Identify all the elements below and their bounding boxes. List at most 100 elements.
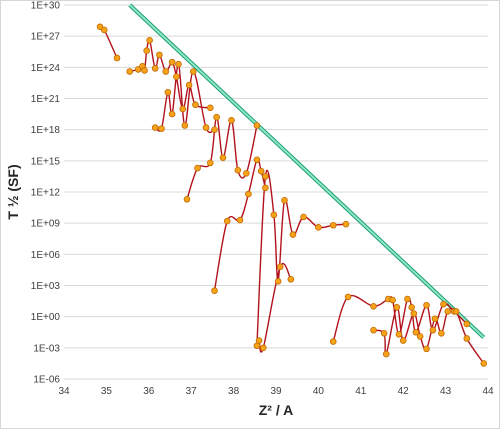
data-point [370,326,377,334]
y-tick-label: 1E+27 [31,32,61,43]
data-point [423,301,430,309]
data-point [404,295,411,303]
data-point [410,310,418,317]
data-point [342,220,350,228]
data-point [206,104,214,112]
data-point [276,263,284,271]
y-tick-labels: 1E-06 1E-03 1E+00 1E+03 1E+06 1E+09 1E+12 1E+15… [31,1,61,386]
data-point [315,224,322,231]
data-point [480,360,488,367]
data-point [253,122,261,129]
series-markers [96,23,488,367]
data-point [444,308,452,315]
y-tick-label: 1E-06 [33,375,60,386]
data-point [213,113,220,121]
data-point [429,326,437,334]
x-tick-label: 39 [270,386,282,397]
data-point [270,211,278,219]
data-point [175,60,182,68]
series-line [258,262,292,353]
data-point [126,68,134,75]
data-point [287,275,295,283]
data-point [156,51,163,59]
data-point [143,47,150,55]
data-point [219,154,227,162]
data-point [190,68,197,75]
data-point [202,124,210,131]
data-point [194,164,201,172]
x-axis-title: Z² / A [259,402,293,418]
data-point [141,67,148,74]
data-point [408,304,415,311]
data-point [262,173,269,180]
data-point [245,190,252,198]
data-point [173,73,180,80]
data-point [370,302,377,310]
x-tick-label: 43 [440,386,452,397]
x-tick-label: 41 [355,386,367,397]
x-tick-label: 37 [186,386,198,397]
data-point [146,37,153,44]
data-point [289,231,297,238]
y-tick-label: 1E+15 [31,156,61,167]
data-point [300,213,307,221]
y-tick-label: 1E+00 [31,312,61,323]
data-point [253,156,261,164]
data-point [380,329,388,337]
trend-line [128,3,486,339]
data-point [211,126,218,133]
data-point [100,26,108,34]
data-point [234,166,242,174]
data-point [183,195,191,203]
data-point [399,337,407,344]
data-point [416,333,424,340]
gridlines [64,4,488,380]
data-point [192,101,199,109]
x-tick-label: 42 [398,386,410,397]
data-point [438,329,445,337]
data-point [255,337,263,344]
data-point [389,296,396,304]
data-point [281,197,288,204]
data-point [206,159,214,167]
data-point [158,125,165,132]
y-tick-label: 1E-03 [33,343,60,354]
data-point [236,216,244,224]
data-point [393,304,401,311]
data-point [382,350,390,358]
data-point [257,167,265,175]
data-point [228,117,235,124]
x-tick-label: 34 [58,386,70,397]
data-point [113,54,121,62]
data-point [168,58,176,66]
data-point [164,88,172,96]
y-tick-label: 1E+24 [31,63,61,74]
x-tick-labels: 34 35 36 37 38 39 40 41 42 43 44 [58,386,494,397]
data-point [262,184,269,192]
data-point [211,287,218,294]
data-point [168,110,176,118]
trend-line-core [129,4,485,339]
data-point [151,65,159,72]
data-point [440,300,447,308]
data-point [452,308,460,315]
data-point [423,345,430,353]
data-point [151,124,159,131]
data-point [179,105,187,113]
data-point [463,335,471,342]
x-tick-label: 36 [143,386,155,397]
y-tick-label: 1E+30 [31,1,61,12]
x-tick-label: 35 [101,386,113,397]
data-point [395,331,403,338]
data-point [181,122,189,129]
x-tick-label: 44 [482,386,494,397]
data-point [431,315,439,323]
y-axis-title: T ½ (SF) [5,164,21,219]
data-point [329,221,337,229]
data-point [329,338,337,345]
y-tick-label: 1E+21 [31,94,61,105]
x-tick-label: 38 [228,386,240,397]
data-point [344,293,352,301]
data-point [185,81,193,89]
